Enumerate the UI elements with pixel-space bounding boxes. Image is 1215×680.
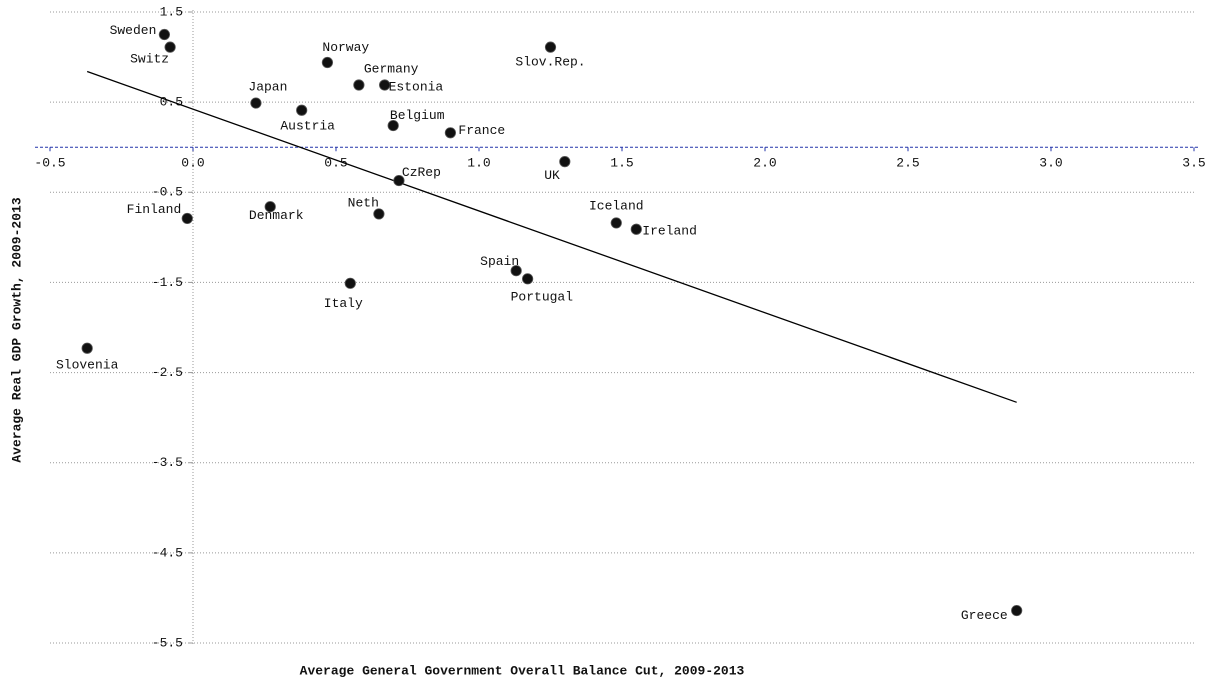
point-label: France	[458, 123, 505, 138]
point-label: Iceland	[589, 198, 644, 213]
point	[387, 119, 399, 132]
point-label: Slovenia	[56, 358, 119, 373]
x-tick-label: 3.5	[1182, 156, 1205, 171]
y-tick-label: -5.5	[152, 635, 183, 650]
point	[250, 97, 262, 109]
point-label: Germany	[364, 61, 419, 76]
point-label: Slov.Rep.	[515, 55, 585, 70]
point	[164, 41, 176, 53]
y-tick-label: -3.5	[152, 455, 183, 470]
point	[373, 208, 385, 220]
point	[522, 273, 534, 285]
point	[379, 79, 391, 91]
point-label: Japan	[248, 79, 287, 94]
point	[544, 41, 557, 53]
x-tick-label: 3.0	[1039, 156, 1062, 171]
point	[81, 342, 93, 354]
point	[444, 127, 456, 139]
y-axis-title: Average Real GDP Growth, 2009-2013	[9, 197, 24, 462]
point	[264, 201, 276, 213]
point	[610, 217, 622, 229]
point-label: Portugal	[511, 289, 574, 304]
y-tick-label: -4.5	[152, 545, 183, 560]
point	[321, 56, 334, 69]
point-label: Switz	[130, 52, 169, 67]
point-label: Estonia	[389, 79, 444, 94]
point-label: Sweden	[110, 23, 157, 38]
point-label: UK	[544, 168, 560, 183]
point	[393, 174, 405, 187]
y-tick-label: -2.5	[152, 365, 183, 380]
point	[344, 277, 356, 289]
point-label: Finland	[127, 202, 182, 217]
point-label: Neth	[348, 195, 379, 210]
point	[353, 79, 365, 91]
x-axis-title: Average General Government Overall Balan…	[300, 663, 745, 678]
x-tick-label: 2.0	[753, 156, 776, 171]
point-label: CzRep	[402, 165, 441, 180]
point	[296, 104, 308, 116]
y-tick-label: -0.5	[152, 185, 183, 200]
point	[559, 156, 571, 168]
point-label: Spain	[480, 254, 519, 269]
point-label: Austria	[280, 119, 335, 134]
point	[1011, 604, 1023, 617]
x-tick-label: 0.0	[181, 156, 204, 171]
point-label: Norway	[322, 40, 369, 55]
point-label: Denmark	[249, 208, 304, 223]
y-tick-label: 1.5	[160, 4, 183, 19]
point-label: Greece	[961, 608, 1008, 623]
point	[630, 223, 642, 235]
x-tick-label: 1.5	[610, 156, 633, 171]
point-label: Belgium	[390, 108, 445, 123]
y-tick-label: -1.5	[152, 275, 183, 290]
x-tick-label: -0.5	[34, 156, 65, 171]
point	[181, 212, 193, 225]
point	[510, 265, 522, 277]
point-label: Italy	[324, 296, 363, 311]
trend-line	[86, 70, 1017, 403]
point-label: Ireland	[642, 224, 697, 239]
x-tick-label: 2.5	[896, 156, 919, 171]
x-tick-label: 0.5	[324, 156, 347, 171]
point	[158, 28, 170, 41]
x-tick-label: 1.0	[467, 156, 490, 171]
